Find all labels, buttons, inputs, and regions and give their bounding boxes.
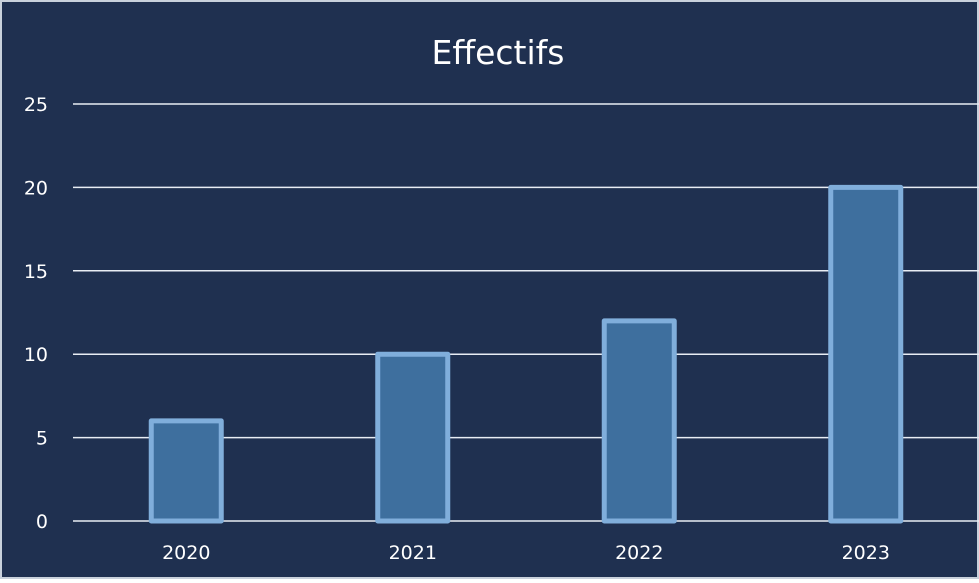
y-tick-label: 25 [24, 94, 48, 116]
y-tick-label: 10 [24, 344, 48, 366]
gridlines [73, 103, 979, 522]
x-tick-label: 2020 [162, 542, 210, 564]
x-tick-label: 2022 [615, 542, 663, 564]
bar-2023 [828, 184, 904, 524]
x-axis-tick-labels: 2020 2021 2022 2023 [162, 542, 890, 564]
bars [148, 184, 904, 524]
x-tick-label: 2023 [842, 542, 890, 564]
bar-2022 [601, 318, 677, 524]
y-axis-tick-labels: 0 5 10 15 20 25 [24, 94, 48, 533]
y-tick-label: 20 [24, 177, 48, 199]
y-tick-label: 0 [36, 511, 48, 533]
chart-title: Effectifs [432, 33, 565, 72]
bar-2020 [148, 418, 224, 524]
y-tick-label: 5 [36, 428, 48, 450]
x-tick-label: 2021 [389, 542, 437, 564]
y-tick-label: 15 [24, 261, 48, 283]
bar-2021 [375, 351, 451, 524]
